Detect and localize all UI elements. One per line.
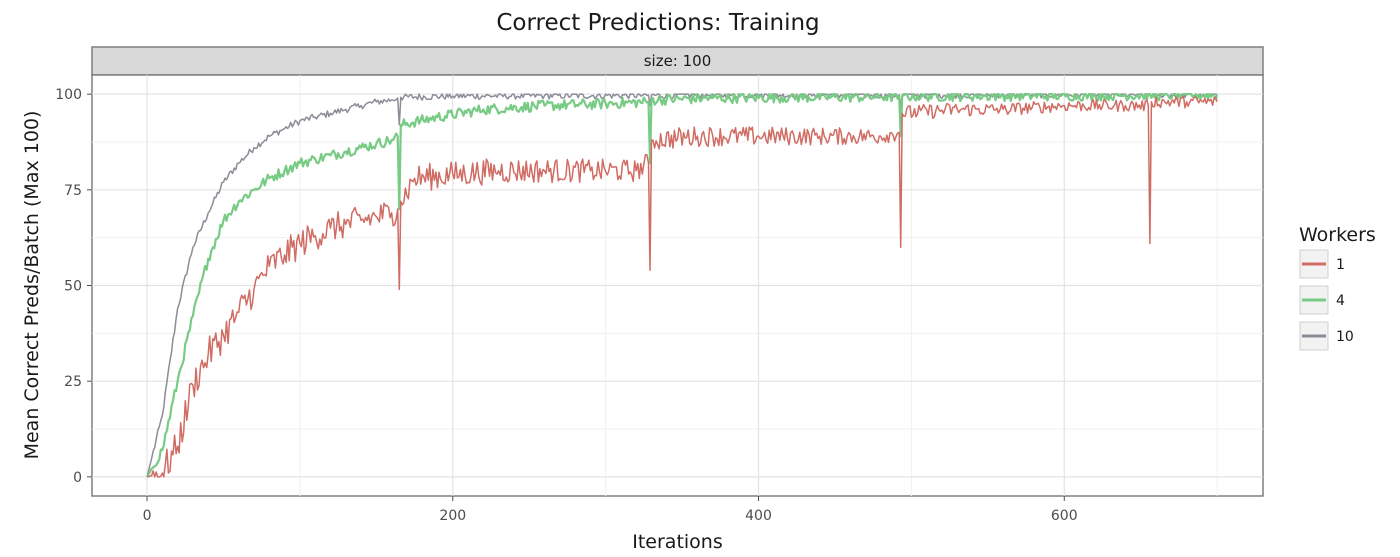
- facet-strip: [91, 46, 1264, 76]
- x-tick-label: 200: [439, 508, 466, 524]
- chart-title: Correct Predictions: Training: [496, 10, 819, 36]
- series-line-1: [146, 95, 1218, 478]
- legend-label-4: 4: [1336, 293, 1345, 309]
- x-tick-label: 0: [143, 508, 152, 524]
- legend-label-1: 1: [1336, 257, 1345, 273]
- x-axis-ticks: 0 200 400 600: [143, 496, 1078, 524]
- legend-label-10: 10: [1336, 329, 1354, 345]
- y-tick-label: 25: [64, 374, 82, 390]
- y-tick-label: 0: [73, 470, 82, 486]
- legend: Workers 1 4 10: [1299, 224, 1376, 351]
- series-lines: [146, 93, 1219, 478]
- y-tick-label: 50: [64, 279, 82, 295]
- y-axis-ticks: 0 25 50 75 100: [55, 87, 92, 486]
- series-line-4: [146, 93, 1219, 478]
- y-tick-label: 100: [55, 87, 82, 103]
- y-axis-title: Mean Correct Preds/Batch (Max 100): [21, 111, 43, 460]
- gridlines: [92, 75, 1263, 496]
- y-tick-label: 75: [64, 183, 82, 199]
- legend-title: Workers: [1299, 224, 1376, 246]
- x-tick-label: 600: [1051, 508, 1078, 524]
- facet-strip-label: size: 100: [644, 52, 712, 70]
- x-axis-title: Iterations: [632, 531, 723, 553]
- x-tick-label: 400: [745, 508, 772, 524]
